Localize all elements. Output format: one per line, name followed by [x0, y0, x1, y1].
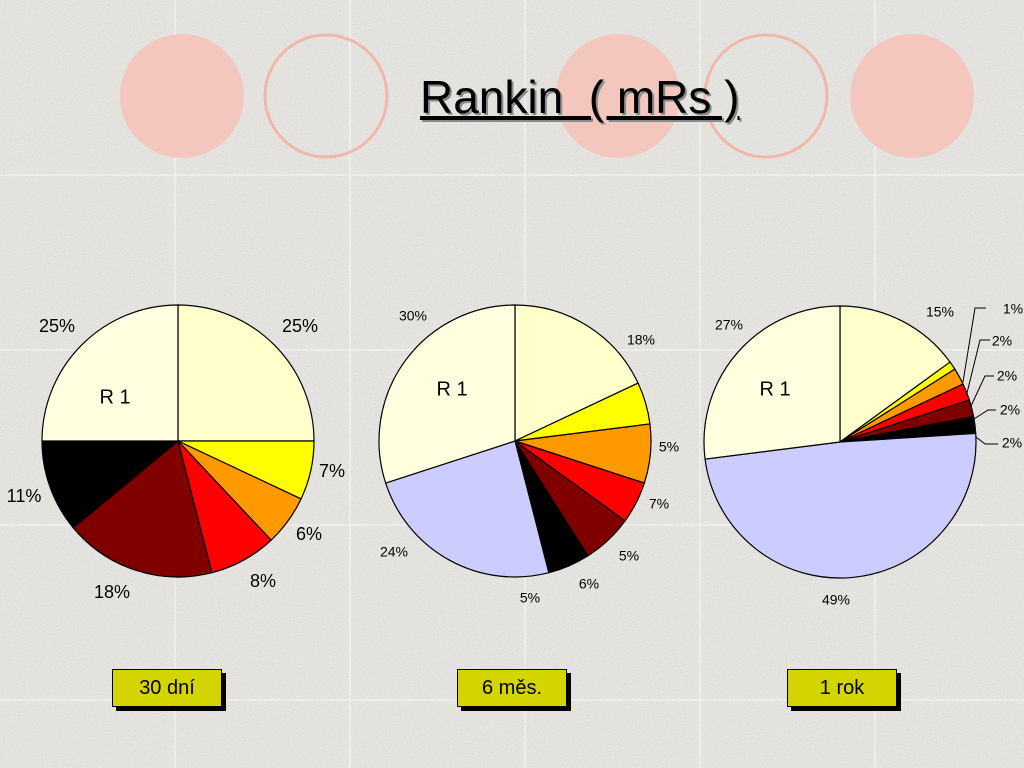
slice-percent-label: 8% [250, 571, 276, 591]
slice-percent-label: 5% [659, 439, 679, 455]
leader-line [973, 409, 996, 420]
pie-center-label: R 1 [759, 378, 790, 400]
slice-percent-label: 5% [520, 590, 540, 606]
period-label-30-days: 30 dní [112, 669, 222, 707]
period-label-1-year: 1 rok [787, 669, 897, 707]
slice-percent-label: 49% [822, 592, 850, 608]
pie-slice [177, 304, 315, 442]
pie-slice [703, 305, 841, 460]
slice-percent-label: 2% [992, 333, 1012, 349]
slice-percent-label: 7% [319, 461, 345, 481]
slice-percent-label: 5% [619, 548, 639, 564]
slide-title: Rankin ( mRs ) [420, 71, 740, 123]
leader-line [970, 375, 994, 407]
slice-percent-label: 6% [579, 576, 599, 592]
slice-percent-label: 11% [7, 486, 42, 506]
slice-percent-label: 2% [1002, 435, 1022, 451]
leader-line [962, 307, 986, 383]
slice-percent-label: 15% [926, 304, 954, 320]
slice-percent-label: 1% [1003, 301, 1023, 317]
period-label-6-months: 6 měs. [457, 669, 567, 707]
pie-slice [839, 305, 951, 444]
pie-slice [704, 432, 977, 579]
pie-chart-1: 18% 5% 7% 5% 6% 5% 24% 30% R 1 [378, 304, 679, 606]
leader-line [975, 436, 998, 445]
slice-percent-label: 25% [39, 316, 75, 336]
slice-percent-label: 24% [380, 544, 408, 560]
pie-center-label: R 1 [99, 386, 130, 408]
pie-chart-2: 15% 1% 2% 2% 2% 2% 49% 27% R 1 [703, 301, 1023, 608]
slice-percent-label: 30% [399, 308, 427, 324]
slice-percent-label: 6% [296, 524, 322, 544]
deco-circle-filled [556, 34, 680, 158]
pie-slice [41, 440, 180, 529]
slice-percent-label: 2% [1000, 402, 1020, 418]
pie-slice [514, 304, 639, 442]
pie-slice [72, 439, 213, 578]
leader-line [966, 339, 990, 394]
pie-slice [41, 304, 179, 442]
deco-circle-filled [120, 34, 244, 158]
pie-chart-0: 25% 7% 6% 8% 18% 11% 25% R 1 [7, 304, 345, 602]
slice-percent-label: 27% [715, 317, 743, 333]
pie-slice [378, 304, 516, 484]
pie-slice [384, 440, 550, 578]
deco-circle-filled [850, 34, 974, 158]
pie-center-label: R 1 [436, 378, 467, 400]
slice-percent-label: 18% [627, 332, 655, 348]
slice-percent-label: 18% [94, 582, 130, 602]
deco-circle-ring [703, 33, 829, 159]
deco-circle-ring [263, 33, 389, 159]
slice-percent-label: 25% [282, 316, 318, 336]
slice-percent-label: 7% [649, 496, 669, 512]
slice-percent-label: 2% [997, 368, 1017, 384]
